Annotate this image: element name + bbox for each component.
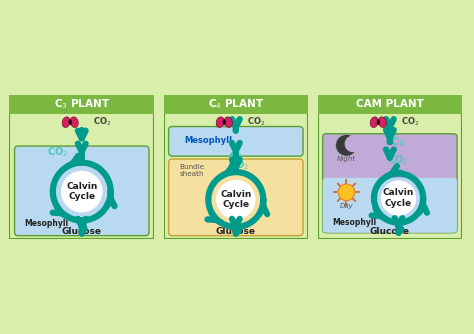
- Text: C$_4$: C$_4$: [390, 136, 404, 149]
- Circle shape: [61, 171, 102, 212]
- Ellipse shape: [216, 117, 224, 128]
- Ellipse shape: [223, 119, 226, 125]
- Text: C$_4$: C$_4$: [228, 150, 243, 164]
- Text: Glucose: Glucose: [370, 227, 410, 236]
- FancyBboxPatch shape: [164, 95, 308, 114]
- FancyBboxPatch shape: [169, 159, 303, 236]
- Text: CO$_2$: CO$_2$: [93, 116, 112, 129]
- Ellipse shape: [69, 119, 72, 125]
- Text: Bundle
sheath: Bundle sheath: [180, 164, 205, 177]
- FancyBboxPatch shape: [323, 134, 457, 233]
- Ellipse shape: [224, 117, 232, 128]
- Text: Calvin
Cycle: Calvin Cycle: [66, 182, 98, 201]
- Text: Mesophyll: Mesophyll: [24, 219, 68, 228]
- Text: Calvin
Cycle: Calvin Cycle: [220, 190, 252, 209]
- FancyBboxPatch shape: [15, 146, 149, 236]
- Text: Day: Day: [339, 203, 354, 209]
- FancyBboxPatch shape: [318, 95, 462, 114]
- Text: CO$_2$: CO$_2$: [228, 159, 249, 172]
- Text: CO$_2$: CO$_2$: [401, 116, 420, 129]
- Ellipse shape: [370, 117, 378, 128]
- FancyBboxPatch shape: [169, 127, 303, 156]
- Text: C$_4$ PLANT: C$_4$ PLANT: [208, 97, 264, 111]
- Text: Night: Night: [337, 156, 356, 162]
- Ellipse shape: [378, 117, 386, 128]
- Ellipse shape: [377, 119, 380, 125]
- Circle shape: [345, 136, 361, 152]
- Text: Glucose: Glucose: [216, 227, 256, 236]
- Text: Calvin
Cycle: Calvin Cycle: [383, 188, 414, 208]
- Text: CO$_2$: CO$_2$: [247, 116, 266, 129]
- Text: C$_3$ PLANT: C$_3$ PLANT: [54, 97, 110, 111]
- Ellipse shape: [70, 117, 78, 128]
- Ellipse shape: [62, 117, 70, 128]
- Circle shape: [216, 180, 255, 219]
- Circle shape: [381, 180, 416, 216]
- FancyBboxPatch shape: [318, 95, 462, 239]
- Text: CO$_2$: CO$_2$: [386, 154, 408, 167]
- Text: Glucose: Glucose: [62, 227, 102, 236]
- Text: CAM PLANT: CAM PLANT: [356, 99, 424, 109]
- Circle shape: [338, 184, 355, 201]
- Text: Mesophyll: Mesophyll: [332, 218, 376, 227]
- FancyBboxPatch shape: [9, 95, 154, 114]
- Text: CO$_2$: CO$_2$: [46, 145, 68, 159]
- Text: Mesophyll: Mesophyll: [184, 136, 232, 145]
- FancyBboxPatch shape: [323, 178, 457, 233]
- FancyBboxPatch shape: [9, 95, 154, 239]
- Circle shape: [336, 135, 357, 156]
- FancyBboxPatch shape: [164, 95, 308, 239]
